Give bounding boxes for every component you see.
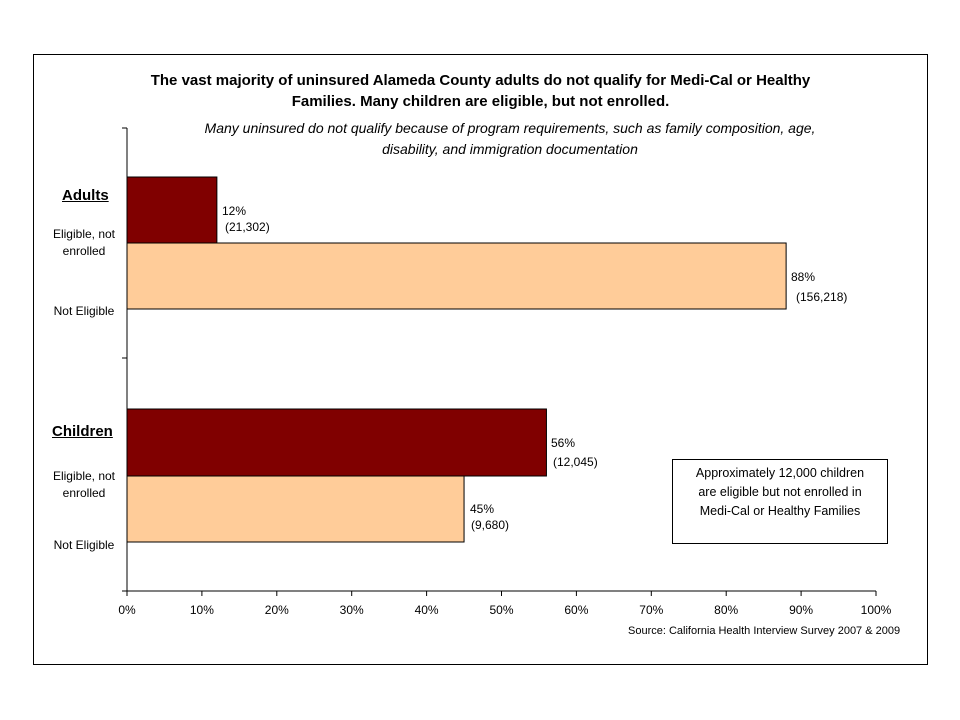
chart-frame [33,54,928,665]
chart-subtitle-line-1: Many uninsured do not qualify because of… [204,120,816,136]
chart-subtitle: Many uninsured do not qualify because of… [140,118,880,160]
data-label-children-eligible-pct: 56% [551,436,576,450]
category-label-line: Eligible, not [52,227,116,241]
chart-title-line-2: Families. Many children are eligible, bu… [291,93,670,110]
annotation-line-1: Approximately 12,000 children [695,466,865,480]
category-label-adults-eligible: Eligible, not enrolled [42,226,126,260]
group-label-adults: Adults [62,187,109,204]
annotation-box: Approximately 12,000 children are eligib… [672,459,888,544]
data-label-children-not-eligible-pct: 45% [470,502,495,516]
data-label-adults-not-eligible-count: (156,218) [796,290,848,304]
x-tick-label: 40% [414,603,439,617]
bar-children-not-eligible [126,475,465,543]
annotation-line-2: are eligible but not enrolled in [698,485,862,499]
group-label-children: Children [52,423,113,440]
x-tick-label: 100% [860,603,892,617]
x-tick-label: 70% [639,603,664,617]
chart-subtitle-line-2: disability, and immigration documentatio… [382,141,638,157]
category-label-line: enrolled [62,244,106,258]
x-tick-label: 90% [789,603,814,617]
data-label-children-eligible-count: (12,045) [553,455,598,469]
x-tick-label: 30% [339,603,364,617]
category-label-line: enrolled [62,486,106,500]
x-tick-label: 50% [489,603,514,617]
data-label-adults-eligible-count: (21,302) [225,220,270,234]
chart-title: The vast majority of uninsured Alameda C… [33,70,928,112]
data-label-adults-eligible-pct: 12% [222,204,247,218]
x-tick-label: 0% [118,603,136,617]
data-label-children-not-eligible-count: (9,680) [471,518,510,532]
bar-adults-eligible [126,176,218,244]
bar-children-eligible [126,408,547,477]
category-label-line: Not Eligible [53,538,115,552]
category-label-children-eligible: Eligible, not enrolled [42,468,126,502]
annotation-line-3: Medi-Cal or Healthy Families [699,504,861,518]
x-tick-label: 80% [714,603,739,617]
category-label-line: Eligible, not [52,469,116,483]
category-label-line: Not Eligible [53,304,115,318]
chart-title-line-1: The vast majority of uninsured Alameda C… [150,72,811,89]
category-label-adults-not-eligible: Not Eligible [42,303,126,320]
x-tick-label: 10% [189,603,214,617]
data-label-adults-not-eligible-pct: 88% [791,270,816,284]
x-tick-label: 60% [564,603,589,617]
x-tick-label: 20% [264,603,289,617]
category-label-children-not-eligible: Not Eligible [42,537,126,554]
source-note: Source: California Health Interview Surv… [628,625,901,637]
bar-adults-not-eligible [126,242,787,310]
